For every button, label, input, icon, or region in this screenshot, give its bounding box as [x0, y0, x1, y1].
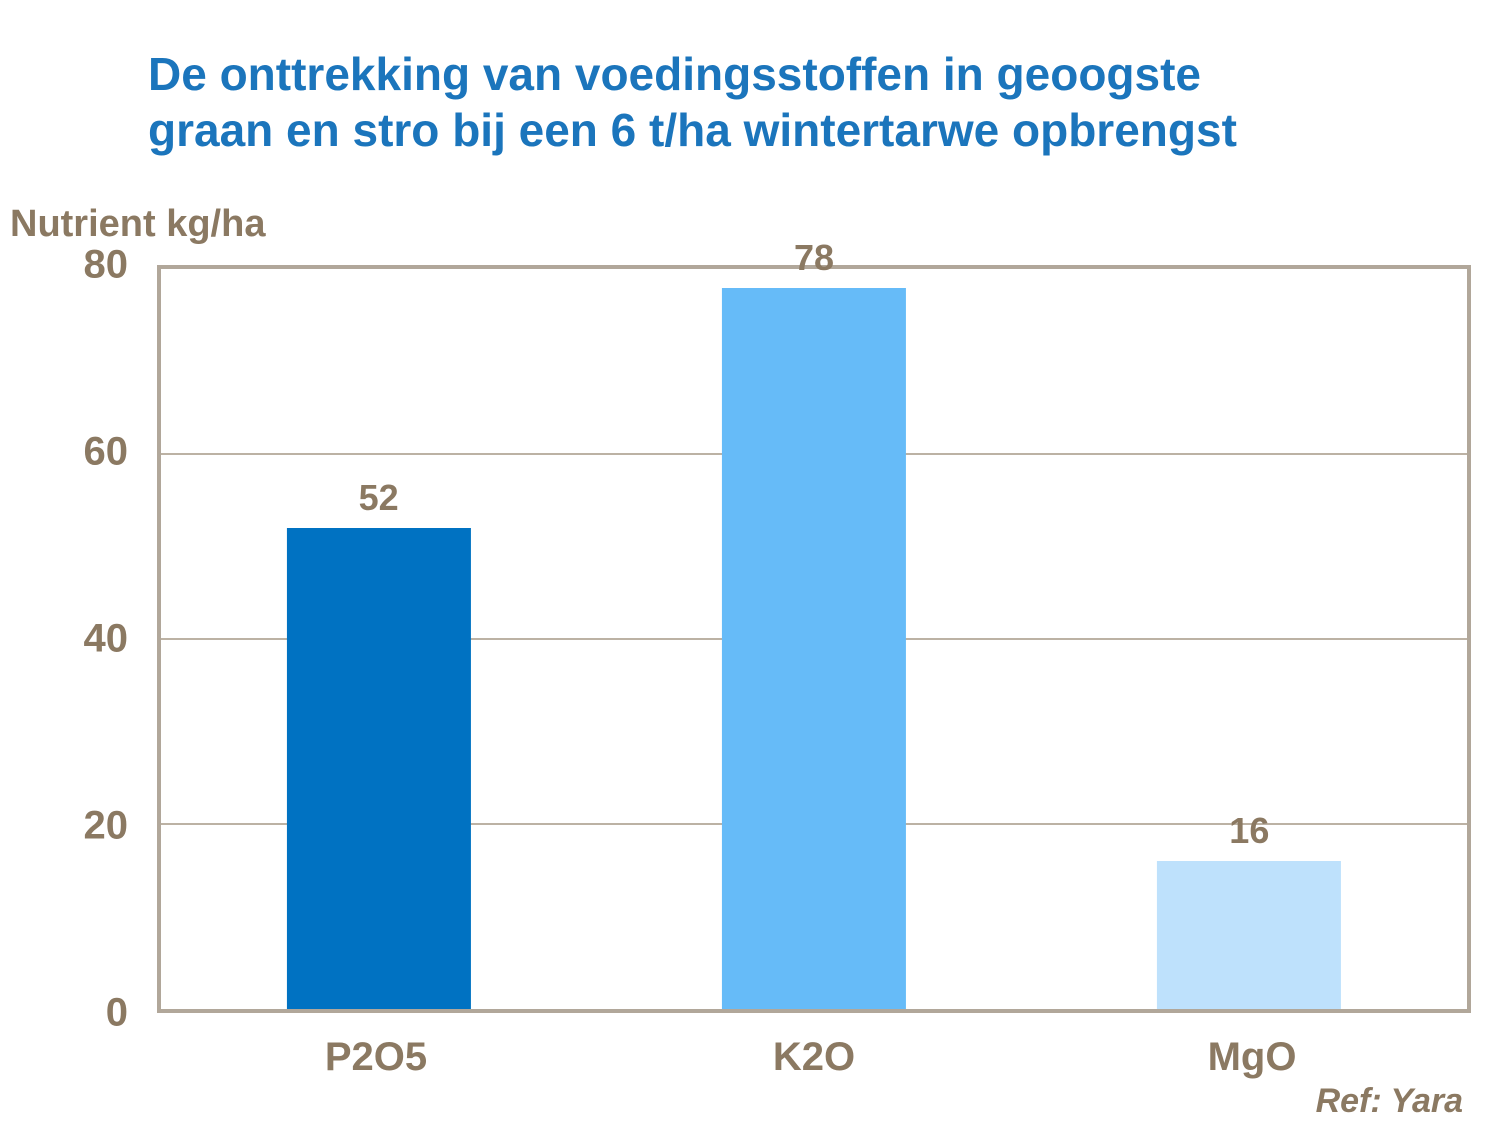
- y-tick-label-80: 80: [83, 242, 129, 287]
- y-tick-label-20: 20: [83, 803, 129, 848]
- bar-value-label-mgo: 16: [1229, 810, 1270, 851]
- bar-value-label-k2o: 78: [793, 236, 835, 278]
- x-axis-label-mgo: MgO: [1207, 1035, 1297, 1079]
- bar-mgo: [1157, 861, 1342, 1009]
- bar-column-p2o5: 52: [286, 269, 471, 1009]
- y-tick-label-40: 40: [83, 616, 129, 661]
- bar-p2o5: [286, 528, 471, 1009]
- slide-title-line1: De onttrekking van voedingsstoffen in ge…: [148, 48, 1202, 100]
- bar-k2o: [721, 287, 907, 1009]
- bar-column-k2o: 78: [721, 239, 907, 1009]
- y-axis-title: Nutrient kg/ha: [10, 203, 266, 245]
- y-tick-label-60: 60: [83, 429, 129, 474]
- bar-column-mgo: 16: [1157, 269, 1342, 1009]
- bar-value-label-p2o5: 52: [358, 477, 399, 519]
- x-axis-label-p2o5: P2O5: [324, 1035, 428, 1079]
- x-axis-label-k2o: K2O: [772, 1035, 856, 1079]
- slide-title: De onttrekking van voedingsstoffen in ge…: [148, 46, 1237, 158]
- reference-note: Ref: Yara: [1315, 1082, 1463, 1120]
- y-tick-label-0: 0: [105, 990, 128, 1035]
- slide-title-line2: graan en stro bij een 6 t/ha wintertarwe…: [148, 104, 1237, 157]
- plot-area: 52 78 16: [157, 239, 1471, 1013]
